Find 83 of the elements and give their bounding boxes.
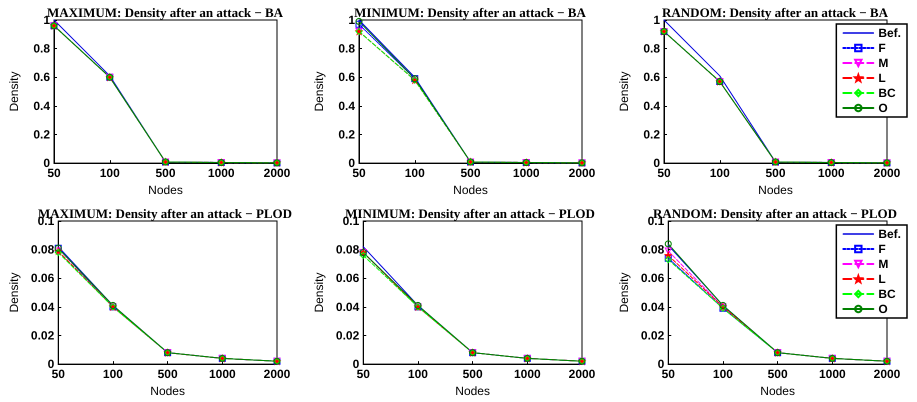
y-tick-label: 0.8 <box>643 42 660 56</box>
y-axis-title: Density <box>617 272 631 313</box>
x-axis-title: Nodes <box>760 384 795 398</box>
x-tick-label: 50 <box>47 166 61 180</box>
legend-label: L <box>878 272 886 286</box>
y-tick-label: 0.02 <box>336 328 360 342</box>
y-tick-label: 0.2 <box>643 127 660 142</box>
x-tick-label: 500 <box>158 367 178 382</box>
x-tick-label: 500 <box>768 367 788 382</box>
y-axis-title: Density <box>7 72 21 112</box>
x-tick-label: 50 <box>352 166 366 180</box>
chart-title: MAXIMUM: Density after an attack − BA <box>46 5 284 20</box>
x-tick-label: 100 <box>710 166 730 180</box>
y-tick-label: 0.2 <box>33 127 50 142</box>
x-tick-label: 50 <box>52 367 66 382</box>
y-tick-label: 1 <box>653 13 660 27</box>
y-tick-label: 0.2 <box>338 127 356 142</box>
y-tick-label: 0.6 <box>338 70 356 84</box>
x-axis-title: Nodes <box>148 183 183 197</box>
x-axis-title: Nodes <box>455 384 490 398</box>
y-tick-label: 1 <box>348 13 356 27</box>
x-tick-label: 2000 <box>874 166 901 180</box>
y-tick-label: 0.08 <box>30 242 55 257</box>
x-tick-label: 1000 <box>512 166 540 180</box>
legend-label: Bef. <box>878 227 901 241</box>
x-tick-label: 100 <box>712 367 734 382</box>
x-tick-label: 1000 <box>514 367 541 382</box>
y-axis-title: Density <box>7 272 21 313</box>
x-tick-label: 2000 <box>264 166 291 180</box>
y-tick-label: 0.02 <box>30 328 55 342</box>
x-tick-label: 50 <box>657 166 671 180</box>
y-tick-label: 0.02 <box>640 328 665 342</box>
y-tick-label: 0.8 <box>338 42 356 56</box>
y-tick-label: 0.06 <box>336 271 360 286</box>
y-tick-label: 0.6 <box>643 70 660 84</box>
x-tick-label: 2000 <box>264 367 291 382</box>
legend-label: M <box>878 257 888 271</box>
x-tick-label: 2000 <box>568 367 596 382</box>
y-tick-label: 0.4 <box>33 98 50 113</box>
chart-title: RANDOM: Density after an attack − BA <box>662 5 889 20</box>
y-tick-label: 0.04 <box>336 300 360 314</box>
x-tick-label: 1000 <box>208 367 236 382</box>
chart-title: MINIMUM: Density after an attack − BA <box>354 5 586 20</box>
legend-label: O <box>878 101 888 115</box>
x-tick-label: 500 <box>460 166 481 180</box>
x-tick-label: 2000 <box>568 166 596 180</box>
x-tick-label: 100 <box>102 367 124 382</box>
legend-label: M <box>878 56 888 70</box>
x-tick-label: 100 <box>404 166 426 180</box>
x-tick-label: 1000 <box>208 166 235 180</box>
x-tick-label: 1000 <box>818 166 845 180</box>
y-tick-label: 0.6 <box>33 70 50 84</box>
y-tick-label: 0.08 <box>640 242 665 257</box>
y-tick-label: 0.06 <box>640 271 665 286</box>
x-tick-label: 500 <box>462 367 483 382</box>
y-tick-label: 0.4 <box>338 98 356 113</box>
y-tick-label: 0.08 <box>336 242 360 257</box>
y-tick-label: 0.06 <box>30 271 55 286</box>
x-tick-label: 100 <box>100 166 120 180</box>
x-tick-label: 100 <box>408 367 428 382</box>
y-tick-label: 0.04 <box>640 300 665 314</box>
x-axis-title: Nodes <box>758 183 793 197</box>
legend-label: F <box>878 41 886 55</box>
legend-label: BC <box>878 86 896 100</box>
x-tick-label: 50 <box>662 367 676 382</box>
x-tick-label: 2000 <box>874 367 901 382</box>
x-tick-label: 1000 <box>818 367 846 382</box>
y-axis-title: Density <box>312 72 326 112</box>
y-tick-label: 0.04 <box>30 300 55 314</box>
legend-label: Bef. <box>878 26 901 40</box>
y-tick-label: 0.4 <box>643 98 660 113</box>
x-tick-label: 500 <box>155 166 176 180</box>
y-axis-title: Density <box>617 72 631 112</box>
y-tick-label: 0.8 <box>33 42 50 56</box>
y-axis-title: Density <box>312 272 326 313</box>
x-tick-label: 50 <box>356 367 370 382</box>
legend-label: F <box>878 242 886 256</box>
legend-label: O <box>878 302 888 316</box>
x-tick-label: 500 <box>765 166 786 180</box>
legend-label: BC <box>878 287 896 301</box>
x-axis-title: Nodes <box>150 384 185 398</box>
x-axis-title: Nodes <box>453 183 488 197</box>
legend-label: L <box>878 71 886 85</box>
